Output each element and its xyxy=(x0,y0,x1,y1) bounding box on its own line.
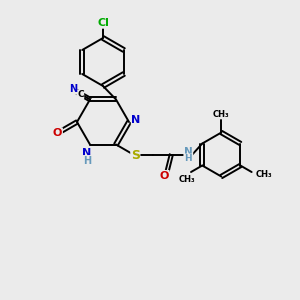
Text: N: N xyxy=(69,84,77,94)
Text: CH₃: CH₃ xyxy=(213,110,230,119)
Text: C: C xyxy=(77,90,84,99)
Text: O: O xyxy=(160,170,169,181)
Text: CH₃: CH₃ xyxy=(256,170,273,179)
Text: Cl: Cl xyxy=(97,18,109,28)
Text: N: N xyxy=(184,146,193,157)
Text: H: H xyxy=(83,155,91,166)
Text: N: N xyxy=(82,148,91,158)
Text: N: N xyxy=(131,115,141,125)
Text: O: O xyxy=(53,128,62,138)
Text: S: S xyxy=(131,149,140,162)
Text: CH₃: CH₃ xyxy=(178,175,195,184)
Text: H: H xyxy=(184,154,192,163)
